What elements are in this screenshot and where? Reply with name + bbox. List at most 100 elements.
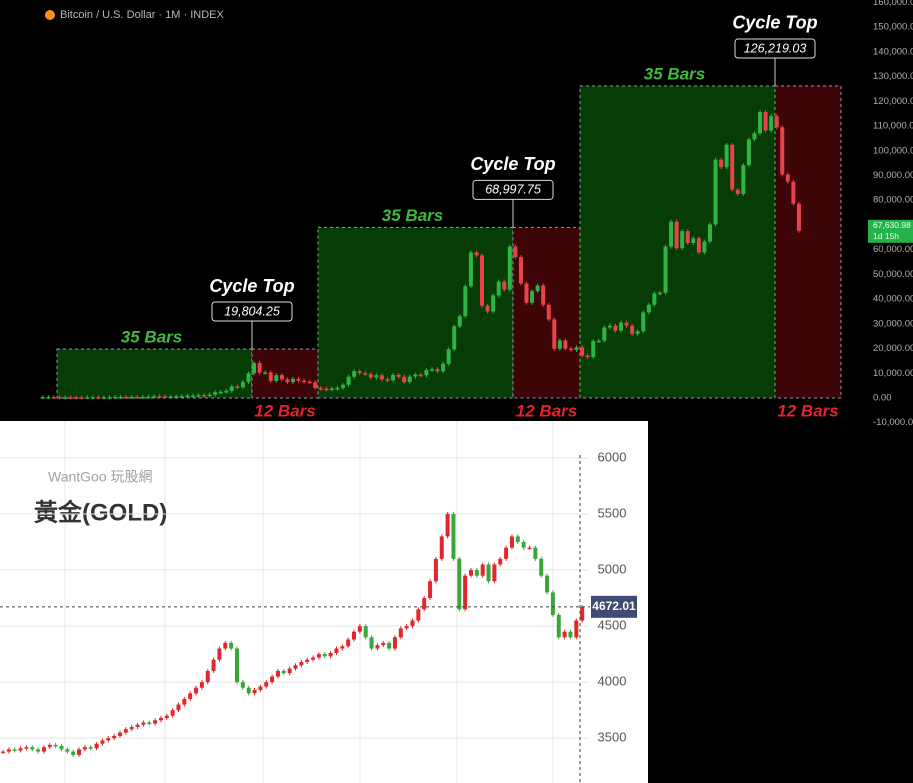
candle-body — [124, 396, 129, 399]
candle-body — [563, 340, 568, 349]
candle-body — [246, 687, 251, 694]
candle-body — [602, 327, 607, 341]
candle-body — [446, 349, 451, 364]
candle-body — [196, 395, 201, 397]
cycle-top-label: Cycle Top — [732, 13, 817, 33]
last-price-label: 4672.01 — [592, 599, 636, 613]
top-value: 126,219.03 — [744, 41, 807, 55]
candle-body — [422, 598, 427, 610]
candle-body — [451, 514, 456, 559]
candle-body — [12, 749, 17, 751]
candle-body — [257, 363, 262, 373]
candle-body — [416, 609, 421, 621]
candle-body — [404, 626, 409, 629]
candle-body — [496, 281, 501, 296]
candle-body — [30, 747, 35, 750]
candle-body — [407, 376, 412, 383]
candle-body — [796, 203, 801, 231]
candle-body — [418, 374, 423, 377]
y-tick-label: 150,000.00 — [873, 22, 913, 33]
candle-body — [674, 221, 679, 249]
y-tick-label: 4000 — [598, 674, 627, 689]
candle-body — [185, 395, 190, 398]
drop-label: 12 Bars — [777, 401, 838, 420]
y-tick-label: -10,000.00 — [873, 417, 913, 428]
candle-body — [413, 374, 418, 377]
candle-body — [730, 144, 735, 190]
candle-body — [118, 732, 122, 736]
drop-box — [251, 348, 319, 399]
candle-body — [106, 738, 111, 741]
candle-body — [170, 710, 175, 716]
candle-body — [252, 689, 257, 694]
candle-body — [428, 581, 433, 599]
last-price-label: 67,630.98 — [873, 220, 911, 230]
candle-body — [498, 558, 503, 565]
candle-body — [235, 386, 240, 388]
candle-body — [741, 165, 746, 195]
candle-body — [441, 363, 446, 372]
y-tick-label: 4500 — [598, 618, 627, 633]
candle-body — [518, 257, 523, 284]
candle-body — [41, 747, 46, 752]
candle-body — [392, 637, 397, 649]
value-box — [734, 38, 816, 59]
candle-body — [141, 722, 146, 725]
candle-body — [568, 348, 573, 351]
candle-body — [24, 747, 29, 749]
candle-body — [646, 304, 651, 313]
candle-body — [527, 547, 532, 550]
candle-body — [194, 687, 199, 694]
candle-body — [340, 646, 345, 649]
candle-body — [596, 340, 601, 343]
y-tick-label: 140,000.00 — [873, 46, 913, 57]
candle-body — [379, 375, 384, 380]
candle-body — [274, 375, 279, 381]
candle-body — [457, 558, 462, 610]
chart-title: Bitcoin / U.S. Dollar · 1M · INDEX — [60, 9, 224, 21]
candle-body — [780, 127, 785, 175]
candle-body — [369, 637, 374, 649]
candle-body — [218, 391, 223, 394]
candle-body — [352, 631, 356, 640]
candle-body — [179, 396, 184, 398]
candle-body — [550, 592, 555, 615]
countdown-label: 1d 15h — [873, 231, 899, 241]
candle-body — [163, 396, 168, 398]
candle-body — [270, 676, 275, 683]
candle-body — [669, 221, 674, 247]
candle-body — [641, 312, 646, 332]
candle-body — [439, 536, 444, 559]
run-box — [56, 348, 253, 399]
candle-body — [53, 744, 58, 747]
candle-body — [585, 355, 590, 358]
candle-body — [313, 382, 318, 389]
candle-body — [285, 379, 290, 383]
last-price-box — [868, 219, 913, 243]
gold-chart: WantGoo 玩股網 黃金(GOLD) 6000 5500 5000 4500 400… — [0, 421, 637, 783]
candle-body — [279, 375, 284, 380]
candle-body — [275, 670, 280, 677]
candle-body — [322, 654, 327, 657]
candle-body — [445, 514, 450, 537]
candle-body — [264, 682, 269, 687]
candle-body — [6, 749, 11, 752]
candle-body — [387, 642, 392, 649]
candle-body — [539, 558, 544, 576]
y-tick-label: 110,000.00 — [873, 121, 913, 132]
drop-box — [512, 226, 581, 399]
candle-body — [521, 542, 526, 548]
candle-body — [463, 575, 468, 610]
candle-body — [324, 388, 329, 391]
candle-body — [735, 189, 740, 195]
candle-body — [346, 376, 351, 385]
candle-body — [240, 682, 245, 688]
candle-body — [258, 686, 263, 690]
candle-body — [207, 394, 212, 397]
candle-body — [696, 238, 701, 253]
candle-body — [299, 661, 304, 666]
candle-body — [357, 626, 362, 632]
candle-body — [68, 397, 73, 399]
candle-body — [545, 575, 550, 593]
